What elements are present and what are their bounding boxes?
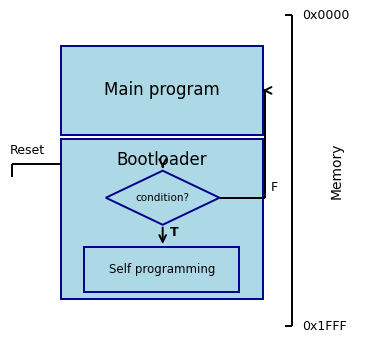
Text: 0x0000: 0x0000	[302, 9, 349, 22]
Polygon shape	[106, 171, 220, 225]
Text: Bootloader: Bootloader	[116, 151, 207, 169]
Text: F: F	[270, 182, 278, 194]
FancyBboxPatch shape	[61, 46, 263, 135]
Text: Self programming: Self programming	[109, 263, 215, 276]
Text: condition?: condition?	[136, 193, 190, 203]
Text: 0x1FFF: 0x1FFF	[302, 320, 347, 333]
FancyBboxPatch shape	[84, 247, 239, 292]
FancyBboxPatch shape	[61, 139, 263, 299]
Text: Reset: Reset	[10, 144, 45, 157]
Text: Main program: Main program	[104, 81, 220, 99]
Text: T: T	[170, 226, 178, 239]
Text: Memory: Memory	[330, 142, 344, 199]
